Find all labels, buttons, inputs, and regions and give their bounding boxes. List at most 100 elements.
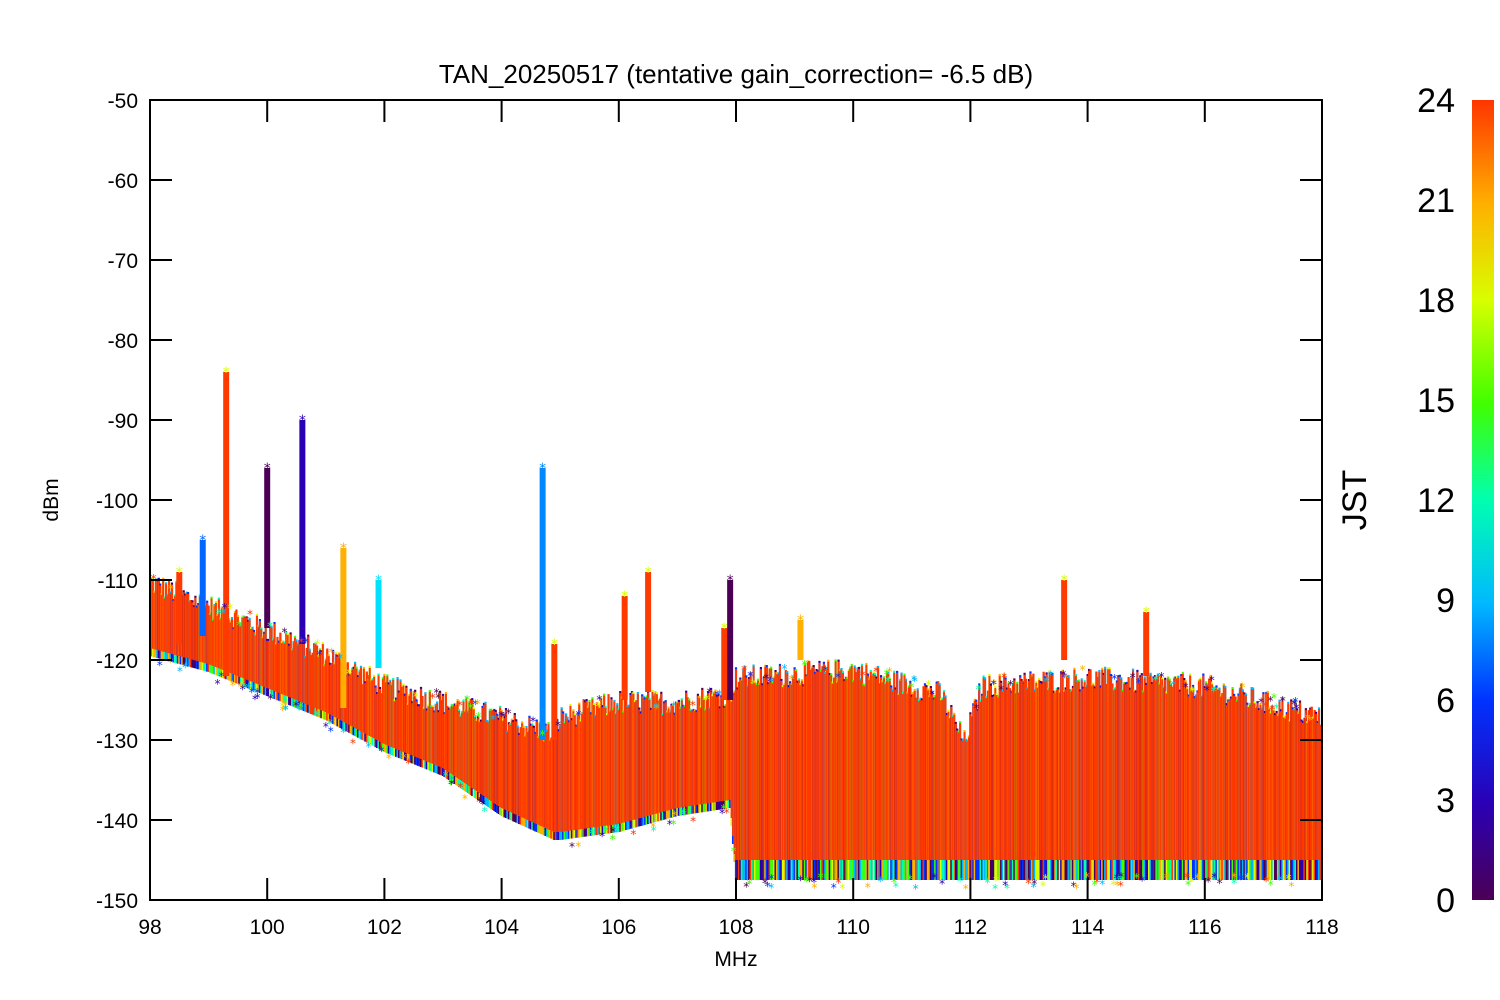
fringe-point: * [670,818,676,832]
fringe-point: * [690,815,696,829]
fringe-point: * [1291,697,1297,711]
fringe-point: * [1110,878,1116,892]
fringe-point: * [1114,871,1120,885]
fringe-point: * [1071,880,1077,894]
fringe-point: * [653,700,659,714]
fringe-point: * [1231,870,1237,884]
fringe-point: * [501,710,507,724]
fringe-point: * [763,672,769,686]
fringe-point: * [719,807,725,821]
colorbar-tick-label: 0 [1436,882,1455,920]
y-tick-label: -130 [96,730,138,753]
fringe-point: * [1002,879,1008,893]
fringe-point: * [447,778,453,792]
fringe-point: * [443,769,449,783]
fringe-point: * [298,636,304,650]
colorbar-label: JST [1336,470,1374,530]
signal-peak-marker: * [223,365,230,381]
fringe-point: * [1292,695,1298,709]
x-tick-label: 100 [250,916,285,939]
fringe-point: * [220,607,226,621]
fringe-point: * [717,687,723,701]
fringe-point: * [1164,871,1170,885]
fringe-point: * [630,828,636,842]
fringe-point: * [252,692,258,706]
fringe-point: * [703,693,709,707]
fringe-point: * [1114,878,1120,892]
fringe-point: * [599,830,605,844]
fringe-point: * [1190,685,1196,699]
fringe-point: * [769,675,775,689]
fringe-point: * [243,614,249,628]
fringe-point: * [865,881,871,895]
fringe-point: * [246,681,252,695]
fringe-point: * [498,709,504,723]
fringe-point: * [831,881,837,895]
fringe-point: * [405,756,411,770]
fringe-point: * [984,876,990,890]
fringe-point: * [1031,881,1037,895]
fringe-point: * [860,668,866,682]
signal-peak-marker: * [1143,605,1150,621]
fringe-point: * [433,686,439,700]
signal-peak-marker: * [721,621,728,637]
signal-peak-marker: * [199,533,206,549]
chart-title: TAN_20250517 (tentative gain_correction=… [439,59,1033,89]
x-tick-label: 104 [484,916,519,939]
fringe-point: * [480,797,486,811]
fringe-point: * [1139,874,1145,888]
fringe-point: * [267,692,273,706]
fringe-point: * [576,708,582,722]
fringe-point: * [1136,676,1142,690]
fringe-point: * [167,655,173,669]
colorbar-tick-label: 12 [1417,482,1455,520]
y-tick-label: -70 [108,250,138,273]
fringe-point: * [976,682,982,696]
y-tick-label: -140 [96,810,138,833]
colorbar-tick-label: 24 [1417,82,1455,120]
fringe-point: * [589,826,595,840]
fringe-point: * [1111,672,1117,686]
fringe-point: * [912,675,918,689]
fringe-point: * [476,795,482,809]
fringe-point: * [1170,678,1176,692]
fringe-point: * [328,645,334,659]
fringe-point: * [468,701,474,715]
fringe-point: * [610,825,616,839]
fringe-point: * [168,582,174,596]
fringe-point: * [472,698,478,712]
fringe-point: * [1239,681,1245,695]
fringe-point: * [1268,878,1274,892]
fringe-point: * [670,699,676,713]
fringe-point: * [279,704,285,718]
fringe-point: * [449,773,455,787]
fringe-point: * [282,703,288,717]
fringe-point: * [457,698,463,712]
fringe-point: * [1008,678,1014,692]
fringe-point: * [1001,670,1007,684]
fringe-point: * [1217,876,1223,890]
fringe-point: * [255,691,261,705]
fringe-point: * [457,781,463,795]
fringe-point: * [1263,874,1269,888]
y-tick-label: -90 [108,410,138,433]
fringe-point: * [1115,872,1121,886]
fringe-point: * [555,719,561,733]
fringe-point: * [464,693,470,707]
y-axis-label: dBm [40,478,63,521]
fringe-point: * [462,792,468,806]
fringe-point: * [530,714,536,728]
fringe-point: * [1280,694,1286,708]
fringe-point: * [886,665,892,679]
fringe-point: * [449,778,455,792]
fringe-point: * [430,691,436,705]
fringe-point: * [436,691,442,705]
fringe-point: * [804,874,810,888]
fringe-point: * [1099,878,1105,892]
fringe-point: * [1258,696,1264,710]
x-tick-label: 102 [367,916,402,939]
y-tick-label: -120 [96,650,138,673]
fringe-point: * [818,870,824,884]
x-tick-label: 110 [836,916,869,939]
signal-peak-marker: * [176,565,183,581]
